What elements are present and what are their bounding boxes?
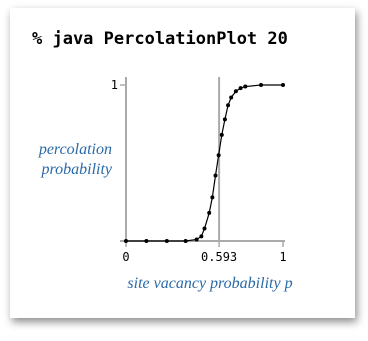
curve bbox=[126, 84, 283, 242]
x-tick-label: 0.593 bbox=[201, 250, 237, 264]
card bbox=[10, 8, 355, 318]
point bbox=[144, 239, 149, 243]
y-tick-label: 1 bbox=[111, 78, 118, 92]
point bbox=[194, 237, 199, 242]
point bbox=[202, 226, 207, 231]
point bbox=[233, 89, 238, 94]
point bbox=[183, 239, 188, 243]
point bbox=[281, 83, 285, 87]
x-tick-label: 1 bbox=[279, 250, 286, 264]
chart-title: % java PercolationPlot 20 bbox=[32, 29, 288, 49]
point bbox=[210, 195, 215, 200]
point bbox=[124, 239, 128, 243]
y-axis-label: percolation probability bbox=[38, 141, 112, 178]
x-axis-label: site vacancy probability p bbox=[127, 275, 293, 292]
point bbox=[229, 95, 234, 100]
point bbox=[207, 210, 212, 215]
point bbox=[222, 117, 227, 122]
point bbox=[259, 83, 264, 87]
point bbox=[243, 84, 248, 89]
point bbox=[199, 234, 204, 239]
x-tick-label: 0 bbox=[122, 250, 129, 264]
point bbox=[164, 239, 169, 243]
point bbox=[238, 86, 243, 91]
point bbox=[219, 132, 224, 137]
point bbox=[213, 173, 218, 178]
point bbox=[226, 103, 231, 108]
point bbox=[216, 153, 221, 158]
